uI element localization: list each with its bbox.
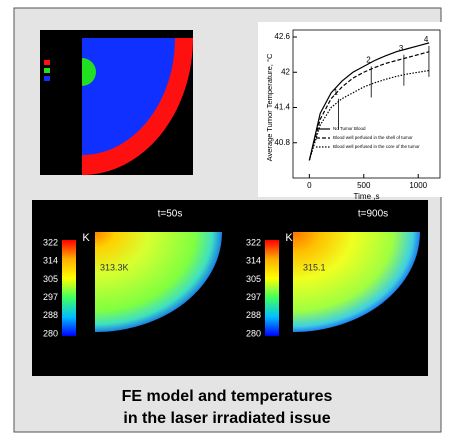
- scale-label: 297: [246, 292, 261, 302]
- scale-label: 322: [43, 237, 58, 247]
- scale-label: 305: [246, 274, 261, 284]
- fe-model: [40, 30, 193, 175]
- y-tick-label: 42: [281, 67, 290, 76]
- legend-label: Blood well perfused in the shell of tumo…: [333, 135, 413, 140]
- unit-label: K: [285, 232, 293, 244]
- series-line: [308, 51, 430, 161]
- axes-box: [292, 29, 441, 179]
- scale-label: 288: [43, 310, 58, 320]
- scale-label: 280: [246, 328, 261, 338]
- y-axis-label: Average Tumor Temperature, °C: [265, 53, 274, 161]
- x-tick-label: 1000: [409, 181, 427, 190]
- legend-label: No Tumor Blood: [333, 126, 366, 131]
- scale-label: 288: [246, 310, 261, 320]
- scale-label: 322: [246, 237, 261, 247]
- chart-bg: [258, 22, 442, 197]
- peak-label: 313.3K: [100, 262, 129, 272]
- x-axis-label: Time ,s: [354, 192, 380, 201]
- caption: FE model and temperatures: [122, 388, 333, 405]
- legend-label: Blood well perfused in the core of the t…: [333, 144, 420, 149]
- scale-label: 297: [43, 292, 58, 302]
- time-label: t=50s: [158, 209, 183, 220]
- scale-label: 314: [246, 256, 261, 266]
- annotation: 4: [424, 35, 429, 44]
- scale-label: 314: [43, 256, 58, 266]
- series-line: [308, 69, 430, 161]
- scale-label: 305: [43, 274, 58, 284]
- unit-label: K: [82, 232, 90, 244]
- y-tick-label: 42.6: [274, 32, 290, 41]
- heatmap-labels: t=50s K 322 314 305 297 288 280 313.3K t=900s K 322…: [43, 209, 388, 339]
- series-line: [308, 42, 430, 161]
- x-tick-label: 500: [357, 181, 371, 190]
- scale-label: 280: [43, 328, 58, 338]
- annotation: 2: [366, 56, 371, 65]
- x-tick-label: 0: [307, 181, 312, 190]
- annotation: 1: [334, 88, 339, 97]
- heatmap-shapes: [62, 232, 420, 336]
- y-tick-label: 41.4: [274, 103, 290, 112]
- y-tick-label: 40.8: [274, 138, 290, 147]
- annotation: 3: [399, 44, 404, 53]
- time-label: t=900s: [358, 209, 388, 220]
- caption: in the laser irradiated issue: [123, 410, 330, 427]
- peak-label: 315.1: [303, 262, 326, 272]
